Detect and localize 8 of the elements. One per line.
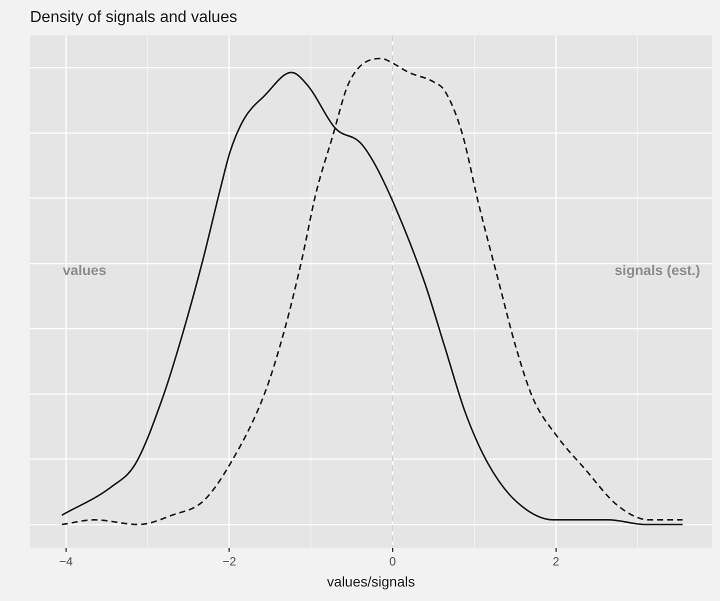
x-tick-label: −4 (59, 554, 74, 568)
chart-title: Density of signals and values (30, 9, 238, 26)
x-axis-title: values/signals (327, 573, 415, 590)
x-tick-label: −2 (222, 554, 236, 568)
annotation: signals (est.) (614, 262, 700, 278)
annotation: values (62, 262, 107, 278)
x-tick-label: 2 (552, 554, 560, 568)
x-tick-label: 0 (389, 554, 396, 568)
